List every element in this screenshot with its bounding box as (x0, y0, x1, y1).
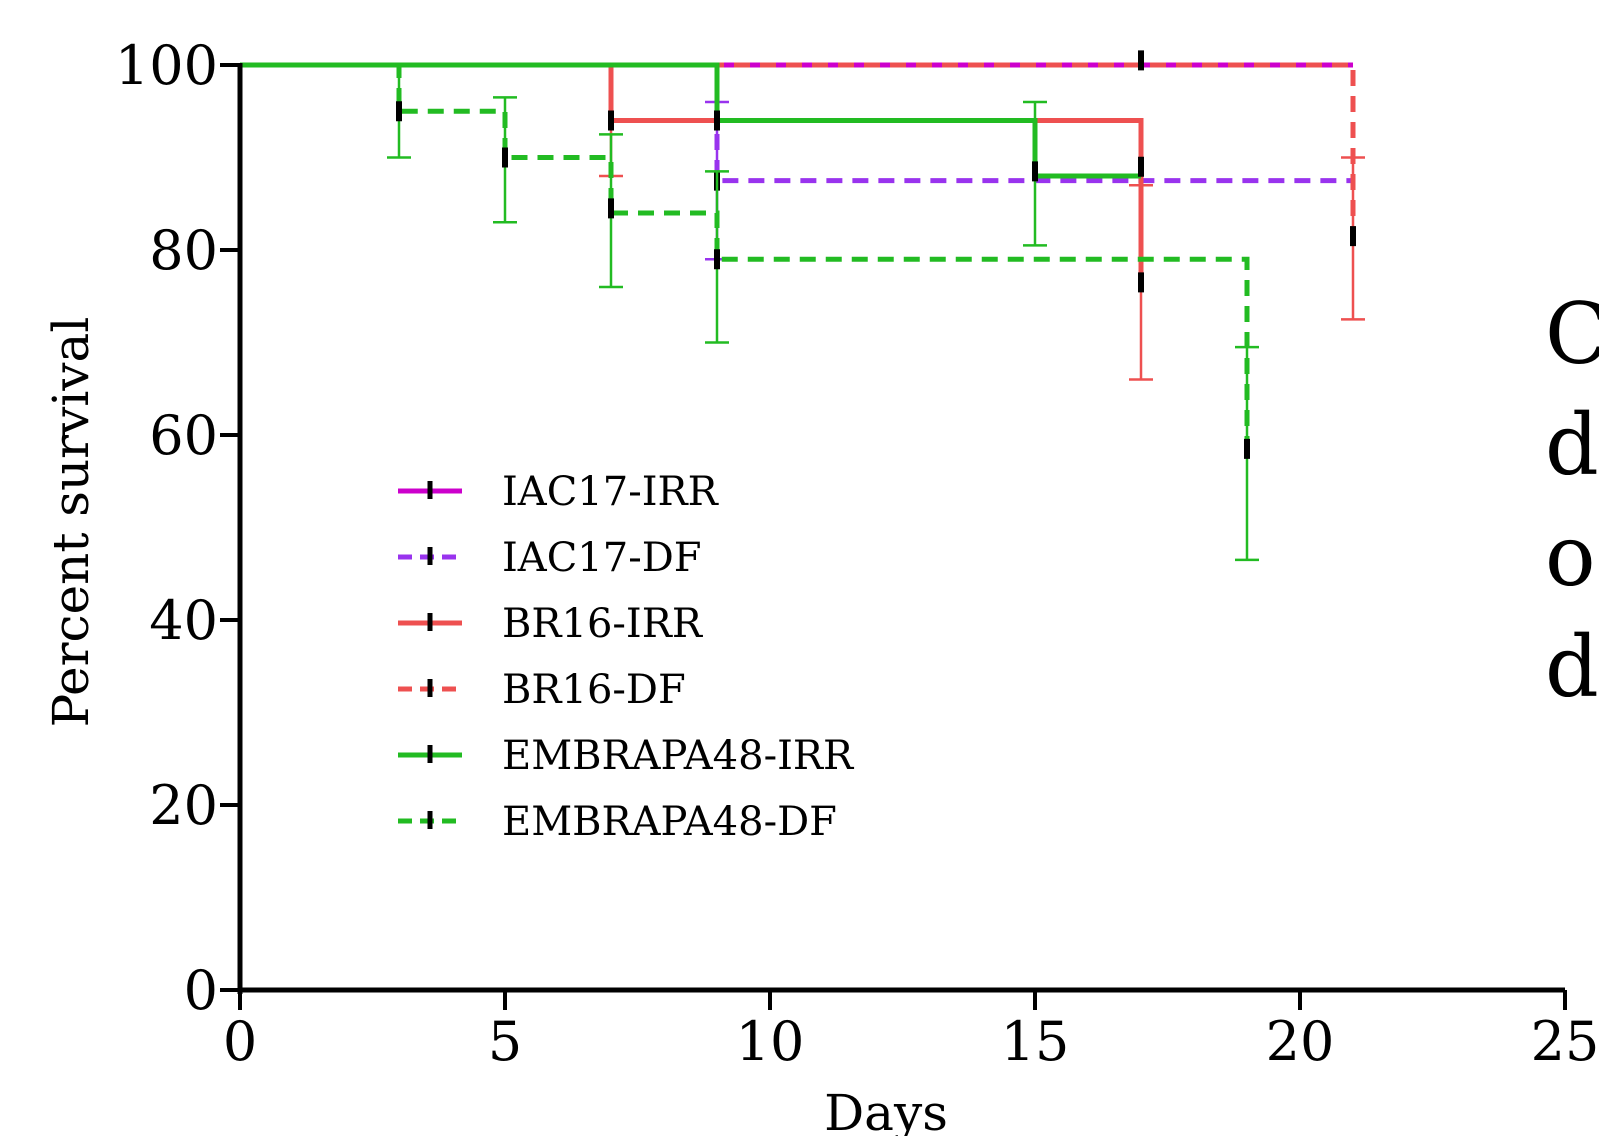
legend-label: IAC17-DF (502, 535, 702, 581)
y-axis-title: Percent survival (42, 317, 100, 728)
series-iac17-df (240, 62, 1353, 261)
axes: 0 5 10 15 20 25 0 20 40 60 80 100 (115, 34, 1599, 1073)
legend-label: BR16-DF (502, 667, 686, 713)
x-tick-label: 25 (1531, 1010, 1599, 1073)
series-line (240, 62, 1141, 179)
legend-label: IAC17-IRR (502, 469, 720, 515)
legend: IAC17-IRR IAC17-DF BR16-IRR BR16-DF EMBRAPA4… (398, 469, 855, 845)
x-tick-label: 20 (1266, 1010, 1335, 1073)
side-text: C d o d (1545, 285, 1599, 716)
legend-label: BR16-IRR (502, 601, 704, 647)
x-tick-label: 5 (488, 1010, 522, 1073)
y-tick-label: 80 (149, 219, 218, 282)
side-text-line: C (1545, 285, 1599, 383)
legend-item: EMBRAPA48-DF (398, 799, 837, 845)
series-embrapa48-irr (240, 62, 1144, 247)
plot-area (240, 50, 1365, 562)
y-tick-label: 40 (149, 589, 218, 652)
legend-item: BR16-DF (398, 667, 686, 713)
series-embrapa48-df (240, 62, 1259, 562)
legend-item: EMBRAPA48-IRR (398, 733, 855, 779)
x-tick-label: 0 (223, 1010, 257, 1073)
series-br16-irr (240, 62, 1153, 381)
series-br16-df (240, 50, 1365, 321)
y-tick-label: 20 (149, 774, 218, 837)
x-axis-title: Days (824, 1084, 948, 1136)
side-text-line: o (1545, 507, 1596, 605)
x-tick-label: 15 (1001, 1010, 1070, 1073)
y-tick-label: 60 (149, 404, 218, 467)
series-line (240, 62, 1250, 449)
side-text-line: d (1545, 396, 1599, 494)
y-tick-label: 0 (184, 959, 218, 1022)
side-text-line: d (1545, 618, 1599, 716)
series-line (240, 62, 1144, 287)
legend-item: IAC17-IRR (398, 469, 720, 515)
y-tick-label: 100 (115, 34, 218, 97)
legend-item: BR16-IRR (398, 601, 704, 647)
series-line (240, 62, 1356, 237)
legend-label: EMBRAPA48-DF (502, 799, 837, 845)
legend-item: IAC17-DF (398, 535, 702, 581)
x-tick-label: 10 (736, 1010, 805, 1073)
legend-label: EMBRAPA48-IRR (502, 733, 855, 779)
